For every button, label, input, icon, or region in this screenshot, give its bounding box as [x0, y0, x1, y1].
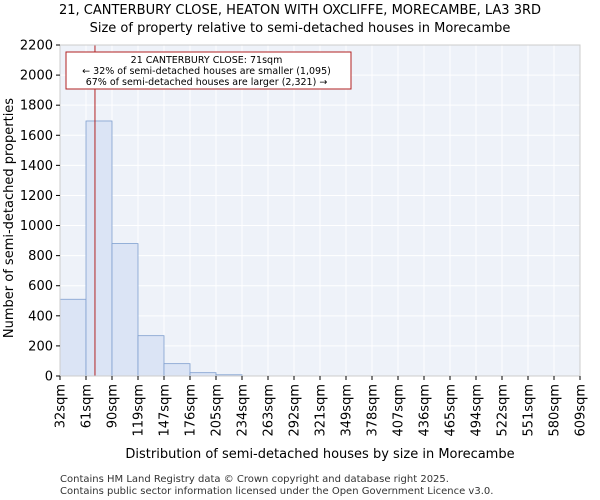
x-tick-label: 349sqm: [340, 384, 355, 437]
x-tick-label: 147sqm: [158, 384, 173, 437]
y-tick-label: 2000: [20, 69, 53, 84]
y-tick-label: 1800: [20, 99, 53, 114]
y-tick-label: 200: [28, 339, 53, 354]
x-tick-label: 551sqm: [522, 384, 537, 437]
y-tick-label: 400: [28, 309, 53, 324]
annotation: 21 CANTERBURY CLOSE: 71sqm ← 32% of semi…: [65, 51, 352, 90]
x-tick-label: 176sqm: [184, 384, 199, 437]
y-tick-label: 800: [28, 249, 53, 264]
y-tick-label: 600: [28, 279, 53, 294]
x-tick-label: 61sqm: [80, 384, 95, 428]
x-tick-label: 119sqm: [132, 384, 147, 437]
chart-title: 21, CANTERBURY CLOSE, HEATON WITH OXCLIF…: [59, 3, 541, 18]
y-axis-label: Number of semi-detached properties: [2, 98, 17, 338]
annotation-line-smaller: ← 32% of semi-detached houses are smalle…: [82, 66, 331, 77]
x-tick-label: 407sqm: [392, 384, 407, 437]
x-tick-label: 609sqm: [574, 384, 589, 437]
y-tick-label: 1400: [20, 159, 53, 174]
y-tick-label: 1600: [20, 129, 53, 144]
bar-119sqm: [137, 335, 165, 377]
annotation-line-larger: 67% of semi-detached houses are larger (…: [86, 77, 328, 88]
x-tick-label: 292sqm: [288, 384, 303, 437]
x-tick-label: 90sqm: [106, 384, 121, 428]
y-axis-ticks: 0 200 400 600 800 1000 1200 1400 1600 1800 2000 220…: [20, 39, 60, 385]
x-tick-label: 580sqm: [548, 384, 563, 437]
bar-90sqm: [111, 243, 139, 377]
bar-147sqm: [163, 363, 191, 377]
x-tick-label: 522sqm: [496, 384, 511, 437]
annotation-box: [65, 51, 352, 90]
y-tick-label: 0: [45, 370, 53, 385]
grid: [59, 44, 581, 377]
footer-line-2: Contains public sector information licen…: [60, 486, 493, 497]
x-tick-label: 465sqm: [444, 384, 459, 437]
x-tick-label: 234sqm: [236, 384, 251, 437]
x-tick-label: 263sqm: [262, 384, 277, 437]
bar-61sqm: [85, 120, 113, 377]
chart-subtitle: Size of property relative to semi-detach…: [90, 21, 511, 36]
bar-32sqm: [59, 298, 87, 377]
x-tick-label: 32sqm: [54, 384, 69, 428]
x-tick-label: 436sqm: [418, 384, 433, 437]
y-tick-label: 2200: [20, 39, 53, 54]
x-axis-ticks: 32sqm 61sqm 90sqm 119sqm 147sqm 176sqm 205sqm 2…: [54, 376, 589, 437]
x-tick-label: 494sqm: [470, 384, 485, 437]
bars: [59, 120, 243, 377]
footer-line-1: Contains HM Land Registry data © Crown c…: [60, 474, 449, 485]
x-axis-label: Distribution of semi-detached houses by …: [125, 447, 514, 462]
x-tick-label: 321sqm: [314, 384, 329, 437]
y-tick-label: 1000: [20, 219, 53, 234]
annotation-line-property: 21 CANTERBURY CLOSE: 71sqm: [131, 55, 283, 66]
y-tick-label: 1200: [20, 189, 53, 204]
x-tick-label: 378sqm: [366, 384, 381, 437]
x-tick-label: 205sqm: [210, 384, 225, 437]
